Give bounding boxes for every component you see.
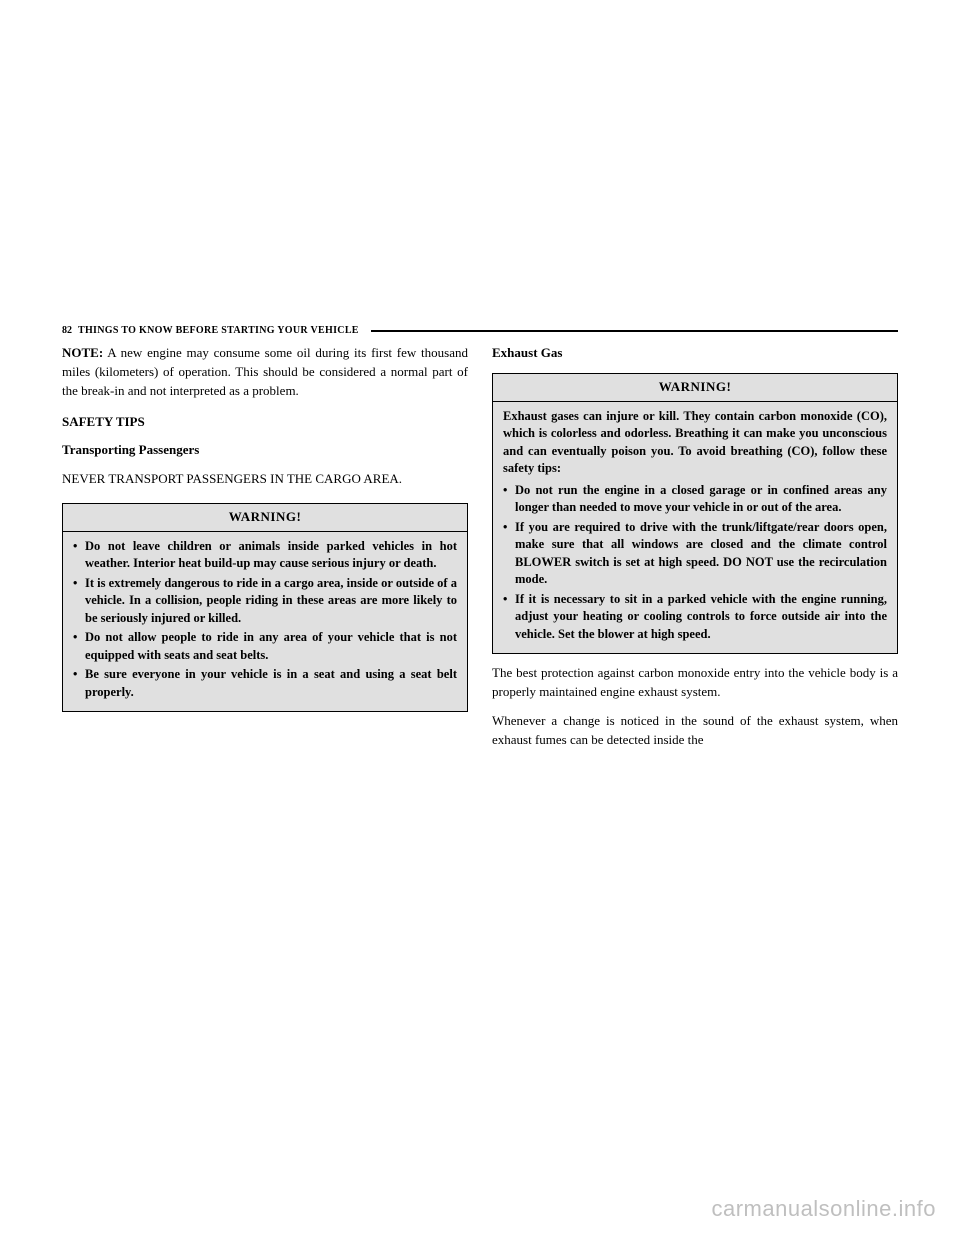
left-column: NOTE: A new engine may consume some oil … [62,344,468,915]
warning-box-right: WARNING! Exhaust gases can injure or kil… [492,373,898,654]
page-header: 82 THINGS TO KNOW BEFORE STARTING YOUR V… [62,325,898,336]
warning-list-right: Do not run the engine in a closed garage… [503,482,887,644]
warning-body-left: Do not leave children or animals inside … [63,532,467,712]
warning-list-left: Do not leave children or animals inside … [73,538,457,702]
warning-item: Do not allow people to ride in any area … [73,629,457,664]
warning-item: If it is necessary to sit in a parked ve… [503,591,887,644]
watermark: carmanualsonline.info [711,1196,936,1222]
warning-body-right: Exhaust gases can injure or kill. They c… [493,402,897,654]
warning-box-left: WARNING! Do not leave children or animal… [62,503,468,712]
warning-heading: WARNING! [493,374,897,402]
never-transport-line: NEVER TRANSPORT PASSENGERS IN THE CARGO … [62,470,468,489]
header-rule [371,330,898,332]
after-paragraph-1: The best protection against carbon monox… [492,664,898,702]
warning-heading: WARNING! [63,504,467,532]
right-column: Exhaust Gas WARNING! Exhaust gases can i… [492,344,898,915]
content-columns: NOTE: A new engine may consume some oil … [62,344,898,915]
warning-item: Be sure everyone in your vehicle is in a… [73,666,457,701]
note-label: NOTE: [62,345,103,360]
safety-tips-heading: SAFETY TIPS [62,413,468,432]
header-title: THINGS TO KNOW BEFORE STARTING YOUR VEHI… [78,325,359,336]
note-text: A new engine may consume some oil during… [62,345,468,398]
after-paragraph-2: Whenever a change is noticed in the soun… [492,712,898,750]
manual-page: 82 THINGS TO KNOW BEFORE STARTING YOUR V… [62,325,898,915]
warning-intro: Exhaust gases can injure or kill. They c… [503,408,887,478]
warning-item: It is extremely dangerous to ride in a c… [73,575,457,628]
warning-item: If you are required to drive with the tr… [503,519,887,589]
warning-item: Do not run the engine in a closed garage… [503,482,887,517]
page-number: 82 [62,325,72,336]
note-paragraph: NOTE: A new engine may consume some oil … [62,344,468,401]
warning-item: Do not leave children or animals inside … [73,538,457,573]
exhaust-gas-heading: Exhaust Gas [492,344,898,363]
header-left: 82 THINGS TO KNOW BEFORE STARTING YOUR V… [62,325,359,336]
transporting-heading: Transporting Passengers [62,441,468,460]
